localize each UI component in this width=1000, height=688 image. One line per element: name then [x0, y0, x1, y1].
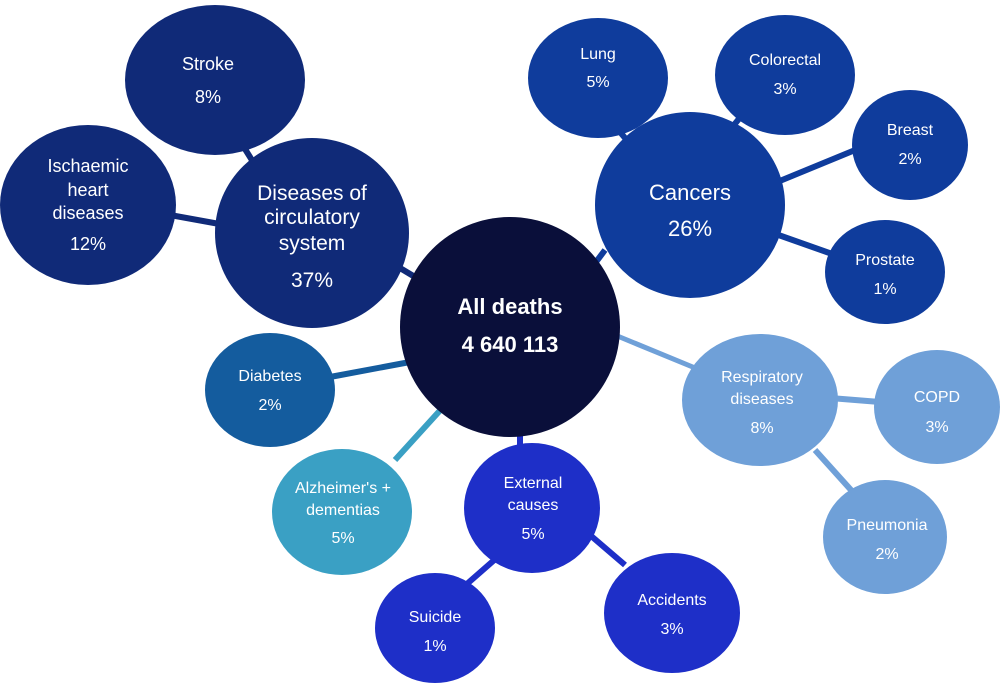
connector-diabetes [329, 359, 411, 380]
connector-alzheimers [392, 402, 448, 463]
label-alzheimers-pct: 5% [331, 530, 354, 547]
label-diabetes: Diabetes [238, 368, 301, 385]
label-suicide: Suicide [409, 609, 462, 626]
bubble-respiratory [682, 334, 838, 466]
label-ischaemic-2: heart [67, 180, 108, 200]
label-cancers: Cancers [649, 180, 731, 205]
label-pneumonia-pct: 2% [875, 546, 898, 563]
label-breast-pct: 2% [898, 151, 921, 168]
bubble-alzheimers [272, 449, 412, 575]
label-ischaemic-1: Ischaemic [47, 156, 128, 176]
center-value: 4 640 113 [462, 332, 559, 357]
label-lung: Lung [580, 46, 616, 63]
bubble-lung [528, 18, 668, 138]
labels: All deaths 4 640 113 Diseases of circula… [47, 46, 960, 655]
label-respiratory-pct: 8% [750, 420, 773, 437]
bubble-breast [852, 90, 968, 200]
label-pneumonia: Pneumonia [847, 517, 928, 534]
label-respiratory-2: diseases [730, 391, 793, 408]
label-external-pct: 5% [521, 526, 544, 543]
bubble-prostate [825, 220, 945, 324]
bubble-center [400, 217, 620, 437]
label-suicide-pct: 1% [423, 638, 446, 655]
label-ischaemic-pct: 12% [70, 234, 106, 254]
label-breast: Breast [887, 122, 934, 139]
bubble-diabetes [205, 333, 335, 447]
connector-prostate [768, 229, 837, 258]
label-accidents-pct: 3% [660, 621, 683, 638]
label-alzheimers-1: Alzheimer's + [295, 480, 391, 497]
label-diabetes-pct: 2% [258, 397, 281, 414]
label-stroke-pct: 8% [195, 87, 221, 107]
bubble-circulatory [215, 138, 409, 328]
bubble-pneumonia [823, 480, 947, 594]
label-lung-pct: 5% [586, 74, 609, 91]
bubble-cancers [595, 112, 785, 298]
label-accidents: Accidents [637, 592, 706, 609]
bubble-stroke [125, 5, 305, 155]
label-circulatory-pct: 37% [291, 269, 333, 292]
center-title: All deaths [457, 294, 562, 319]
bubble-ischaemic [0, 125, 176, 285]
connector-respiratory [614, 332, 701, 373]
bubble-suicide [375, 573, 495, 683]
label-external-1: External [504, 475, 563, 492]
label-external-2: causes [508, 497, 559, 514]
bubble-accidents [604, 553, 740, 673]
bubble-colorectal [715, 15, 855, 135]
label-ischaemic-3: diseases [52, 203, 123, 223]
label-prostate: Prostate [855, 252, 915, 269]
label-prostate-pct: 1% [873, 281, 896, 298]
bubble-copd [874, 350, 1000, 464]
label-copd-pct: 3% [925, 419, 948, 436]
label-alzheimers-2: dementias [306, 502, 380, 519]
label-circulatory-2: circulatory [264, 206, 360, 229]
bubble-external [464, 443, 600, 573]
label-respiratory-1: Respiratory [721, 369, 803, 386]
label-copd: COPD [914, 389, 960, 406]
label-stroke: Stroke [182, 54, 234, 74]
connector-breast [768, 145, 862, 188]
label-circulatory-3: system [279, 232, 346, 255]
label-colorectal-pct: 3% [773, 81, 796, 98]
label-colorectal: Colorectal [749, 52, 821, 69]
connector-accidents [588, 532, 627, 568]
label-cancers-pct: 26% [668, 216, 712, 241]
connector-copd [829, 395, 881, 405]
label-circulatory-1: Diseases of [257, 182, 367, 205]
